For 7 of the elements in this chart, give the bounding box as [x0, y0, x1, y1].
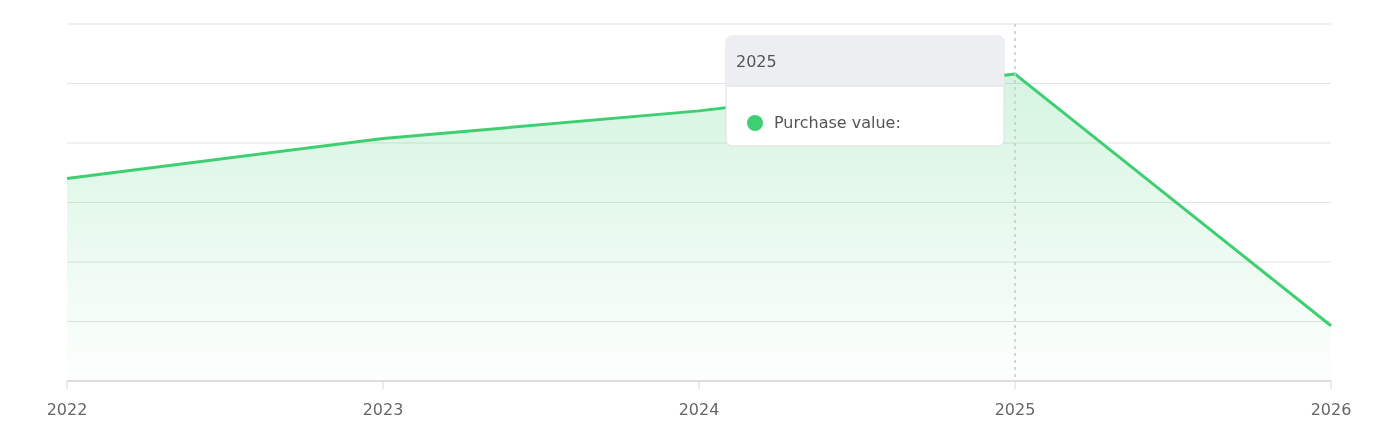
text: 2025 [736, 52, 777, 71]
x-tick-label: 2026 [1310, 400, 1352, 419]
legend-label: Purchase value: [774, 113, 901, 132]
x-tick-label: 2025 [994, 400, 1036, 419]
x-tick-label: 2024 [678, 400, 720, 419]
x-tick-label: 2022 [46, 400, 88, 419]
x-tick-label: 2023 [362, 400, 404, 419]
